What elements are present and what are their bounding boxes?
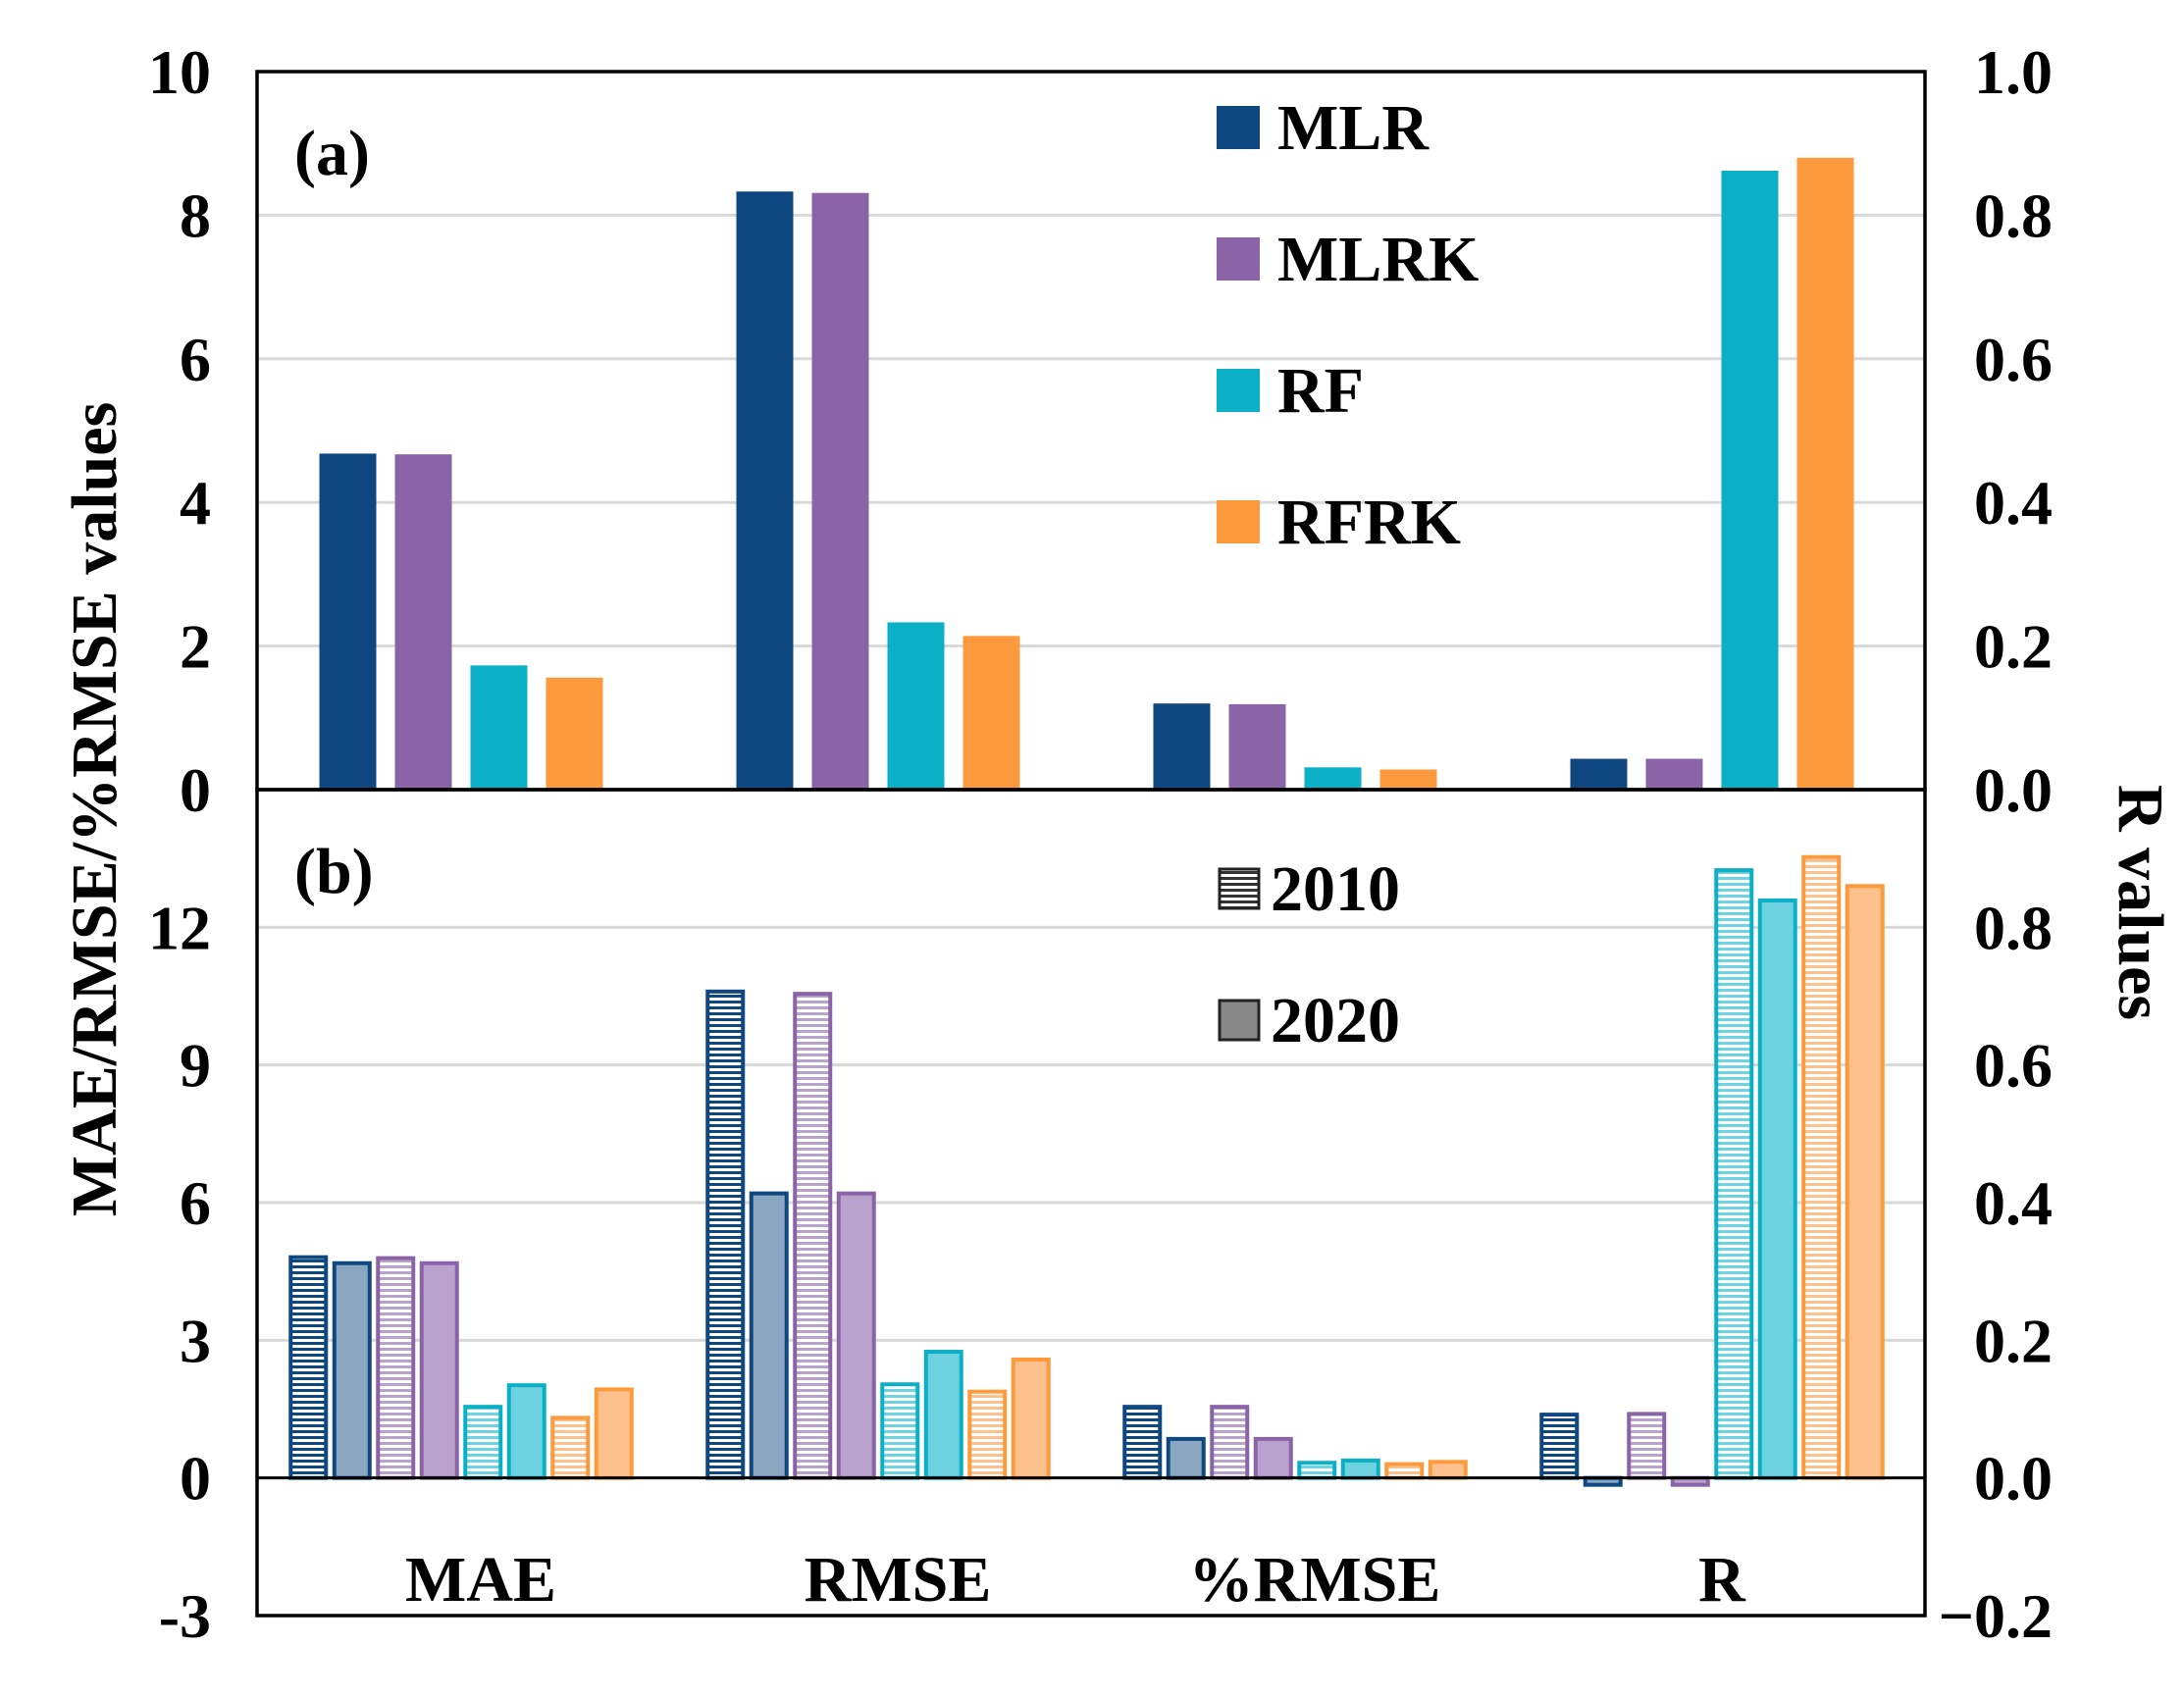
bar-a-rfrk bbox=[962, 636, 1020, 790]
right-tick-label: 0.6 bbox=[1974, 325, 2053, 394]
bar-a-rf bbox=[887, 622, 945, 790]
bar-a-rfrk bbox=[1796, 157, 1854, 791]
right-axis-title: R values bbox=[2105, 785, 2176, 1020]
bar-a-mlrk bbox=[394, 454, 452, 790]
bar-b-rfrk-2020 bbox=[1845, 884, 1885, 1480]
plot-frame bbox=[255, 70, 1927, 1618]
bar-a-rfrk bbox=[1379, 769, 1437, 790]
legend-swatch-2020 bbox=[1218, 999, 1261, 1042]
left-tick-label: -3 bbox=[159, 1581, 211, 1651]
legend-label-rfrk: RFRK bbox=[1277, 487, 1461, 558]
legend-swatch-rfrk bbox=[1217, 500, 1260, 543]
bar-b-rf-2020 bbox=[923, 1350, 963, 1480]
legend-swatch-mlrk bbox=[1217, 237, 1260, 281]
bar-a-mlrk bbox=[1228, 703, 1286, 790]
bar-b-rfrk-2020 bbox=[594, 1387, 634, 1480]
bar-b-rf-2020 bbox=[1757, 898, 1797, 1480]
bar-b-rfrk-2010 bbox=[967, 1389, 1008, 1480]
axis-ticks: 0 2 4 6 8 10 0.0 0.2 0.4 0.6 0.8 1.0 -3 0 3 6 9 12 −0.2 0.0… bbox=[148, 37, 2053, 1651]
panel-a-label: (a) bbox=[294, 118, 370, 189]
right-tick-label: 0.8 bbox=[1974, 180, 2053, 250]
right-tick-label: 1.0 bbox=[1974, 37, 2053, 107]
bar-b-mlr-2010 bbox=[1539, 1413, 1580, 1480]
right-tick-label: 0.4 bbox=[1974, 468, 2053, 538]
right-tick-label: 0.8 bbox=[1974, 893, 2053, 962]
bar-a-mlrk bbox=[811, 192, 869, 790]
legend-label-mlr: MLR bbox=[1277, 92, 1430, 164]
left-tick-label: 6 bbox=[180, 325, 211, 394]
legend-label-mlrk: MLRK bbox=[1277, 224, 1479, 295]
left-tick-label: 3 bbox=[180, 1306, 211, 1375]
bar-b-mlrk-2020 bbox=[419, 1260, 459, 1480]
legend-swatch-rf bbox=[1217, 369, 1260, 412]
panel-frame bbox=[255, 788, 1927, 1618]
left-tick-label: 9 bbox=[180, 1031, 211, 1101]
right-tick-label: 0.2 bbox=[1974, 1306, 2053, 1375]
left-axis-title: MAE/RMSE/%RMSE values bbox=[59, 402, 130, 1217]
category-label: %RMSE bbox=[1189, 1544, 1441, 1616]
right-tick-label: 0.2 bbox=[1974, 612, 2053, 682]
category-label: MAE bbox=[405, 1544, 556, 1616]
bars bbox=[288, 157, 1885, 1487]
bar-b-mlrk-2010 bbox=[1210, 1405, 1250, 1480]
right-tick-label: 0.4 bbox=[1974, 1168, 2053, 1238]
legend-swatch-2010 bbox=[1218, 867, 1261, 910]
panel-b-label: (b) bbox=[294, 836, 374, 907]
left-tick-label: 2 bbox=[180, 612, 211, 682]
bar-b-rf-2020 bbox=[1340, 1458, 1380, 1480]
bar-a-mlr bbox=[1570, 758, 1628, 790]
legend-label-2010: 2010 bbox=[1271, 853, 1400, 925]
bar-b-mlr-2020 bbox=[749, 1191, 789, 1480]
left-tick-label: 8 bbox=[180, 180, 211, 250]
legend-swatch-mlr bbox=[1217, 106, 1260, 149]
bar-b-mlr-2010 bbox=[288, 1255, 329, 1480]
bar-b-mlr-2020 bbox=[332, 1260, 372, 1480]
right-tick-label: 0.0 bbox=[1974, 755, 2053, 825]
bar-a-rf bbox=[1721, 171, 1779, 791]
right-tick-label: 0.0 bbox=[1974, 1444, 2053, 1514]
left-tick-label: 0 bbox=[180, 755, 211, 825]
bar-b-mlrk-2010 bbox=[793, 992, 833, 1480]
legend-label-rf: RF bbox=[1277, 355, 1364, 427]
bar-b-mlr-2010 bbox=[1122, 1405, 1163, 1480]
bar-a-rfrk bbox=[546, 677, 603, 790]
category-labels: MAE RMSE %RMSE R bbox=[405, 1544, 1746, 1616]
legend-label-2020: 2020 bbox=[1271, 985, 1400, 1056]
bar-b-mlrk-2020 bbox=[1253, 1436, 1293, 1480]
right-tick-label: −0.2 bbox=[1939, 1581, 2053, 1651]
left-tick-label: 4 bbox=[180, 468, 211, 538]
bar-b-rf-2010 bbox=[1297, 1461, 1337, 1480]
bar-b-rf-2010 bbox=[463, 1405, 503, 1480]
bar-b-mlrk-2010 bbox=[376, 1256, 416, 1480]
left-tick-label: 12 bbox=[148, 893, 211, 962]
right-tick-label: 0.6 bbox=[1974, 1031, 2053, 1101]
bar-b-rfrk-2010 bbox=[1384, 1462, 1425, 1480]
legend-years: 2010 2020 bbox=[1218, 853, 1400, 1056]
category-label: R bbox=[1698, 1544, 1746, 1616]
bar-a-mlr bbox=[1153, 703, 1211, 790]
bar-b-mlrk-2010 bbox=[1627, 1412, 1667, 1480]
bar-a-rf bbox=[470, 665, 528, 790]
left-tick-label: 0 bbox=[180, 1444, 211, 1514]
bar-a-mlrk bbox=[1645, 758, 1703, 790]
bar-b-rfrk-2020 bbox=[1011, 1357, 1051, 1480]
bar-b-mlrk-2020 bbox=[836, 1191, 876, 1480]
left-tick-label: 6 bbox=[180, 1168, 211, 1238]
category-label: RMSE bbox=[805, 1544, 992, 1616]
bar-a-mlr bbox=[319, 453, 377, 790]
bar-b-rfrk-2010 bbox=[1801, 854, 1842, 1480]
legend-models: MLR MLRK RF RFRK bbox=[1217, 92, 1479, 558]
bar-b-mlr-2010 bbox=[705, 989, 746, 1480]
bar-a-mlr bbox=[736, 191, 794, 790]
bar-b-rf-2020 bbox=[506, 1383, 546, 1480]
bar-a-rf bbox=[1304, 767, 1362, 790]
bar-b-rfrk-2020 bbox=[1428, 1460, 1468, 1480]
bar-b-mlr-2020 bbox=[1166, 1436, 1206, 1480]
left-tick-label: 10 bbox=[148, 37, 211, 107]
bar-b-rf-2010 bbox=[880, 1382, 920, 1480]
bar-b-rfrk-2010 bbox=[550, 1415, 591, 1480]
bar-b-rf-2010 bbox=[1714, 868, 1754, 1480]
